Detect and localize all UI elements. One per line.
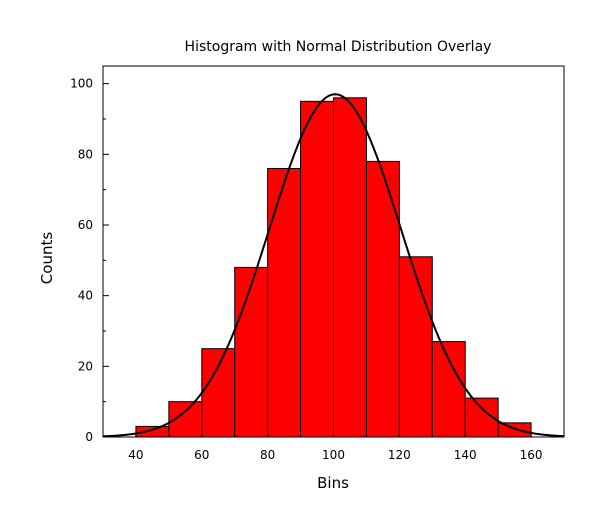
histogram-bar (497, 422, 532, 438)
x-tick-label: 60 (194, 448, 209, 462)
x-tick-label: 160 (520, 448, 543, 462)
histogram-bars (135, 97, 532, 438)
x-tick-label: 120 (388, 448, 411, 462)
x-tick-label: 40 (128, 448, 143, 462)
x-axis-label: Bins (317, 474, 349, 492)
x-tick-label: 140 (454, 448, 477, 462)
x-axis-ticks: 40 60 80 100 120 140 160 (128, 431, 543, 462)
y-tick-label: 100 (70, 77, 93, 91)
y-tick-label: 40 (78, 289, 93, 303)
x-tick-label: 80 (260, 448, 275, 462)
histogram-bar (365, 160, 400, 438)
x-tick-label: 100 (322, 448, 345, 462)
y-axis-ticks: 0 20 40 60 80 100 (70, 77, 109, 444)
normal-curve-line (102, 93, 565, 438)
histogram-bar (398, 256, 433, 438)
histogram-bar (333, 97, 367, 438)
histogram-bar (201, 348, 236, 438)
histogram-bar (234, 266, 269, 438)
y-tick-label: 0 (85, 430, 93, 444)
normal-curve-layer (102, 93, 565, 438)
y-tick-label: 80 (78, 147, 93, 161)
chart-title: Histogram with Normal Distribution Overl… (185, 39, 492, 55)
histogram-bar (267, 167, 302, 438)
histogram-bar (431, 341, 466, 438)
y-tick-label: 20 (78, 359, 93, 373)
y-tick-label: 60 (78, 218, 93, 232)
histogram-bar (300, 100, 335, 438)
y-axis-label: Counts (38, 232, 56, 285)
